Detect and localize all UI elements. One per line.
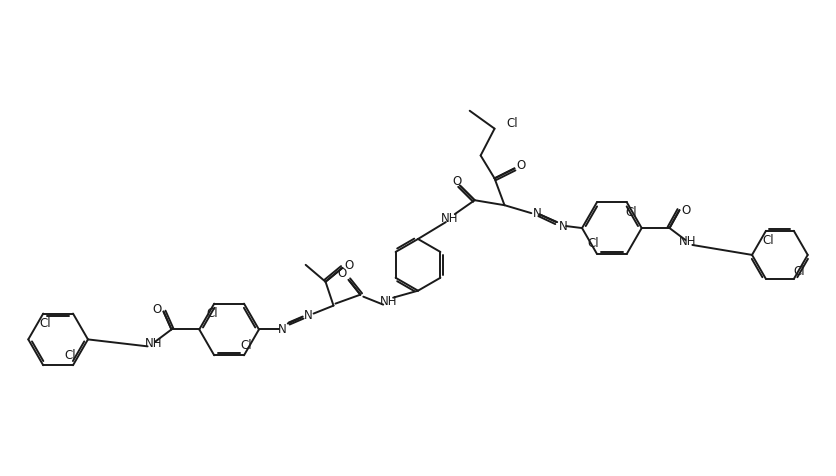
Text: O: O <box>681 204 691 217</box>
Text: O: O <box>451 175 461 188</box>
Text: N: N <box>533 207 541 219</box>
Text: O: O <box>516 159 525 172</box>
Text: O: O <box>338 268 347 280</box>
Text: Cl: Cl <box>206 307 217 320</box>
Text: Cl: Cl <box>240 339 252 352</box>
Text: N: N <box>304 309 313 322</box>
Text: N: N <box>558 219 567 233</box>
Text: Cl: Cl <box>762 234 772 247</box>
Text: NH: NH <box>145 337 162 350</box>
Text: NH: NH <box>441 212 458 225</box>
Text: Cl: Cl <box>506 117 517 130</box>
Text: Cl: Cl <box>64 349 76 362</box>
Text: O: O <box>151 303 161 316</box>
Text: O: O <box>344 259 354 272</box>
Text: Cl: Cl <box>624 206 636 218</box>
Text: N: N <box>277 323 286 336</box>
Text: Cl: Cl <box>587 238 598 250</box>
Text: NH: NH <box>379 295 396 308</box>
Text: Cl: Cl <box>792 265 803 278</box>
Text: Cl: Cl <box>39 317 51 330</box>
Text: NH: NH <box>678 236 696 248</box>
